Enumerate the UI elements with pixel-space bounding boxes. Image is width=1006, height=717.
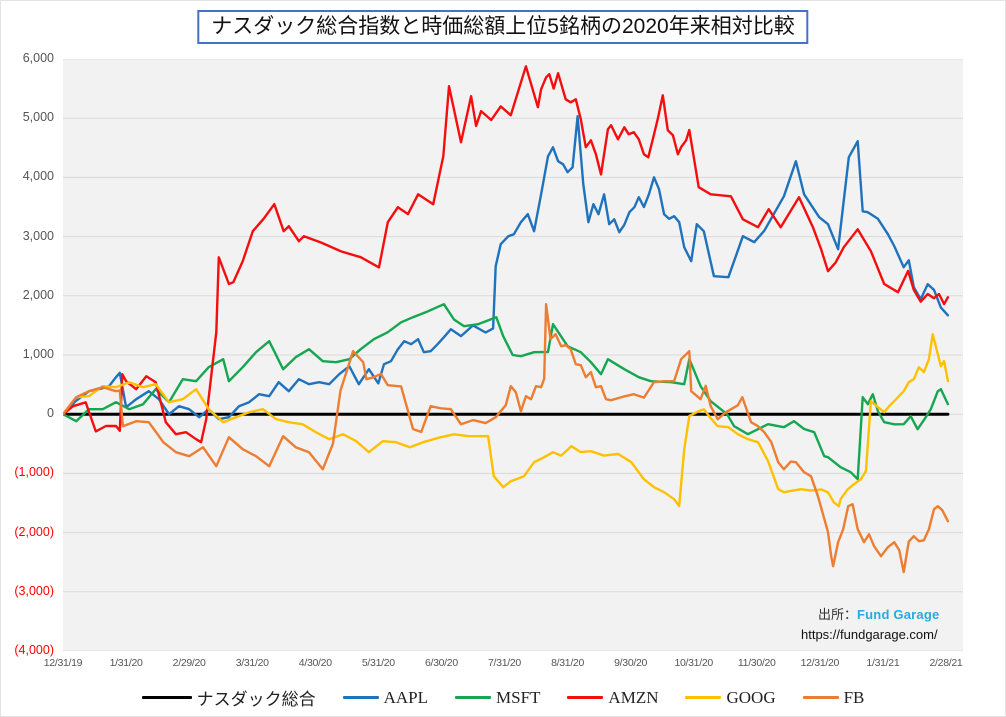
- source-label: 出所：Fund Garage: [801, 605, 981, 625]
- series-line-FB: [63, 302, 950, 574]
- series-line-GOOG: [63, 333, 950, 508]
- source-prefix: 出所：: [818, 607, 858, 622]
- x-tick-label: 12/31/19: [43, 657, 83, 669]
- legend-swatch: [141, 695, 192, 700]
- legend: ナスダック総合 AAPL MSFT AMZN GOOG FB: [1, 685, 1005, 710]
- x-tick-label: 11/30/20: [737, 657, 776, 669]
- legend-label: AAPL: [383, 687, 428, 707]
- legend-item-GOOG: GOOG: [685, 687, 776, 708]
- x-tick-label: 7/31/20: [488, 657, 521, 669]
- x-tick-label: 2/28/21: [929, 657, 963, 669]
- legend-item-FB: FB: [802, 687, 865, 708]
- legend-label: ナスダック総合: [196, 690, 316, 709]
- legend-item-AAPL: AAPL: [342, 687, 428, 708]
- legend-label: MSFT: [496, 687, 541, 707]
- y-tick-label: 5,000: [22, 110, 54, 125]
- legend-label: FB: [843, 687, 865, 707]
- x-tick-label: 2/29/20: [172, 657, 206, 669]
- y-tick-label: 2,000: [22, 287, 54, 302]
- series-line-AMZN: [63, 65, 950, 444]
- legend-label: GOOG: [726, 687, 776, 707]
- legend-swatch: [802, 695, 839, 700]
- x-tick-label: 1/31/21: [866, 657, 900, 669]
- legend-item-MSFT: MSFT: [455, 688, 540, 708]
- legend-swatch: [455, 695, 491, 700]
- series-line-AAPL: [63, 115, 950, 421]
- y-tick-label: 4,000: [22, 169, 54, 184]
- legend-swatch: [685, 695, 722, 700]
- y-tick-label: (4,000): [14, 643, 54, 657]
- y-tick-label: (2,000): [14, 524, 54, 539]
- y-tick-label: 0: [47, 406, 54, 421]
- series-line-MSFT: [63, 302, 950, 481]
- y-tick-label: (1,000): [14, 465, 54, 480]
- x-tick-label: 3/31/20: [235, 657, 269, 669]
- y-tick-label: 6,000: [22, 51, 54, 65]
- legend-item-AMZN: AMZN: [567, 688, 658, 708]
- source-url[interactable]: https://fundgarage.com/: [801, 627, 938, 643]
- x-tick-label: 8/31/20: [551, 657, 585, 669]
- x-tick-label: 1/31/20: [109, 657, 143, 669]
- x-tick-label: 5/31/20: [361, 657, 395, 669]
- x-tick-label: 10/31/20: [674, 657, 713, 669]
- source-note: 出所：Fund Garage https://fundgarage.com/: [801, 605, 981, 645]
- x-tick-label: 12/31/20: [800, 657, 840, 669]
- x-tick-label: 6/30/20: [424, 657, 458, 669]
- y-tick-label: (3,000): [14, 583, 54, 598]
- x-tick-label: 9/30/20: [614, 657, 648, 669]
- legend-item-ナスダック総合: ナスダック総合: [141, 685, 316, 710]
- chart-title: ナスダック総合指数と時価総額上位5銘柄の2020年来相対比較: [197, 10, 809, 45]
- legend-swatch: [567, 695, 604, 700]
- x-tick-label: 4/30/20: [298, 657, 332, 669]
- y-tick-label: 3,000: [22, 228, 54, 243]
- legend-swatch: [342, 695, 379, 700]
- y-tick-label: 1,000: [22, 347, 54, 361]
- legend-label: AMZN: [608, 687, 659, 707]
- plot-area: [63, 59, 963, 651]
- source-name: Fund Garage: [857, 607, 940, 622]
